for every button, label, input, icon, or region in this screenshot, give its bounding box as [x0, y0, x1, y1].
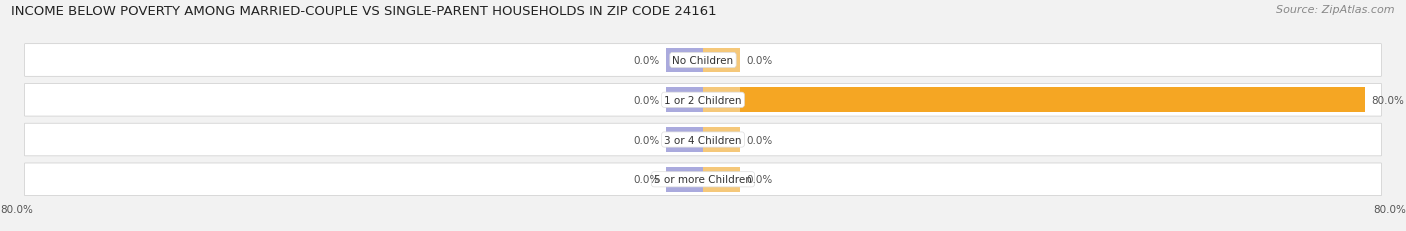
Text: Source: ZipAtlas.com: Source: ZipAtlas.com [1277, 5, 1395, 15]
Bar [703, 88, 740, 112]
Text: 1 or 2 Children: 1 or 2 Children [664, 95, 742, 105]
FancyBboxPatch shape [24, 84, 1382, 117]
Bar [703, 49, 740, 73]
Text: No Children: No Children [672, 56, 734, 66]
Text: 0.0%: 0.0% [633, 56, 659, 66]
FancyBboxPatch shape [24, 124, 1382, 156]
Text: 0.0%: 0.0% [747, 135, 773, 145]
Text: 5 or more Children: 5 or more Children [654, 175, 752, 185]
Text: 0.0%: 0.0% [747, 56, 773, 66]
Bar [666, 49, 703, 73]
Bar [703, 88, 1365, 112]
Bar [666, 128, 703, 152]
Text: 80.0%: 80.0% [1371, 95, 1405, 105]
Text: 0.0%: 0.0% [633, 95, 659, 105]
Text: 80.0%: 80.0% [0, 204, 32, 214]
Bar [666, 88, 703, 112]
Bar [703, 128, 740, 152]
Bar [666, 167, 703, 192]
Text: INCOME BELOW POVERTY AMONG MARRIED-COUPLE VS SINGLE-PARENT HOUSEHOLDS IN ZIP COD: INCOME BELOW POVERTY AMONG MARRIED-COUPL… [11, 5, 717, 18]
Text: 0.0%: 0.0% [747, 175, 773, 185]
FancyBboxPatch shape [24, 45, 1382, 77]
Text: 80.0%: 80.0% [1374, 204, 1406, 214]
Bar [703, 167, 740, 192]
Text: 0.0%: 0.0% [633, 135, 659, 145]
Text: 3 or 4 Children: 3 or 4 Children [664, 135, 742, 145]
FancyBboxPatch shape [24, 163, 1382, 196]
Text: 0.0%: 0.0% [633, 175, 659, 185]
